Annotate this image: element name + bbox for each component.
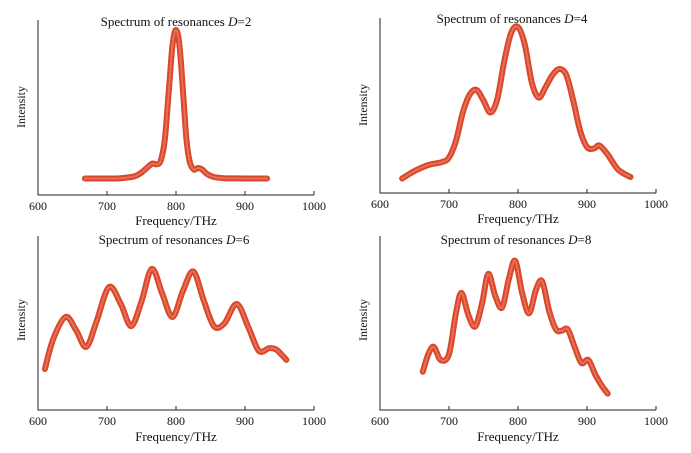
y-axis-label: Intensity [356, 299, 370, 341]
axis-frame [37, 20, 314, 196]
x-tick-label: 600 [371, 414, 389, 428]
chart-panel-d4: Spectrum of resonances D=4 Intensity Fre… [356, 11, 668, 226]
chart-title: Spectrum of resonances D=2 [101, 14, 252, 29]
x-axis-label: Frequency/THz [135, 213, 217, 228]
x-tick-label: 800 [167, 414, 185, 428]
series-line [421, 259, 609, 395]
x-tick-label: 800 [509, 197, 527, 211]
x-tick-label: 1000 [644, 197, 668, 211]
series-line [83, 29, 269, 180]
x-tick-label: 600 [371, 197, 389, 211]
series-line-outline [399, 23, 634, 182]
series-line-outline [419, 257, 611, 397]
x-ticks: 600 700 800 900 1000 [371, 406, 668, 428]
x-tick-label: 900 [236, 414, 254, 428]
chart-title: Spectrum of resonances D=4 [437, 11, 588, 26]
x-tick-label: 700 [98, 199, 116, 213]
x-tick-label: 600 [29, 199, 47, 213]
x-tick-label: 900 [236, 199, 254, 213]
x-tick-label: 1000 [302, 414, 326, 428]
y-axis-label: Intensity [356, 84, 370, 126]
y-axis-label: Intensity [14, 86, 28, 128]
x-axis-label: Frequency/THz [477, 211, 559, 226]
series-line [43, 267, 288, 370]
x-tick-label: 1000 [644, 414, 668, 428]
x-ticks: 600 700 800 900 1000 [29, 191, 326, 213]
x-tick-label: 900 [578, 197, 596, 211]
series-line-outline [41, 265, 290, 372]
x-axis-label: Frequency/THz [135, 429, 217, 444]
chart-title: Spectrum of resonances D=6 [99, 232, 250, 247]
axis-frame [37, 236, 314, 411]
x-tick-label: 900 [578, 414, 596, 428]
chart-panel-d8: Spectrum of resonances D=8 Intensity Fre… [356, 232, 668, 444]
y-axis-label: Intensity [14, 299, 28, 341]
x-tick-label: 700 [98, 414, 116, 428]
series-line [401, 25, 632, 180]
x-tick-label: 700 [440, 414, 458, 428]
x-tick-label: 700 [440, 197, 458, 211]
chart-title: Spectrum of resonances D=8 [441, 232, 592, 247]
x-tick-label: 800 [167, 199, 185, 213]
x-tick-label: 800 [509, 414, 527, 428]
series-line-outline [81, 27, 271, 182]
chart-panel-d6: Spectrum of resonances D=6 Intensity Fre… [14, 232, 326, 444]
x-ticks: 600 700 800 900 1000 [29, 406, 326, 428]
x-axis-label: Frequency/THz [477, 429, 559, 444]
chart-panel-d2: Spectrum of resonances D=2 Intensity Fre… [14, 14, 326, 228]
x-tick-label: 600 [29, 414, 47, 428]
x-ticks: 600 700 800 900 1000 [371, 189, 668, 211]
x-tick-label: 1000 [302, 199, 326, 213]
